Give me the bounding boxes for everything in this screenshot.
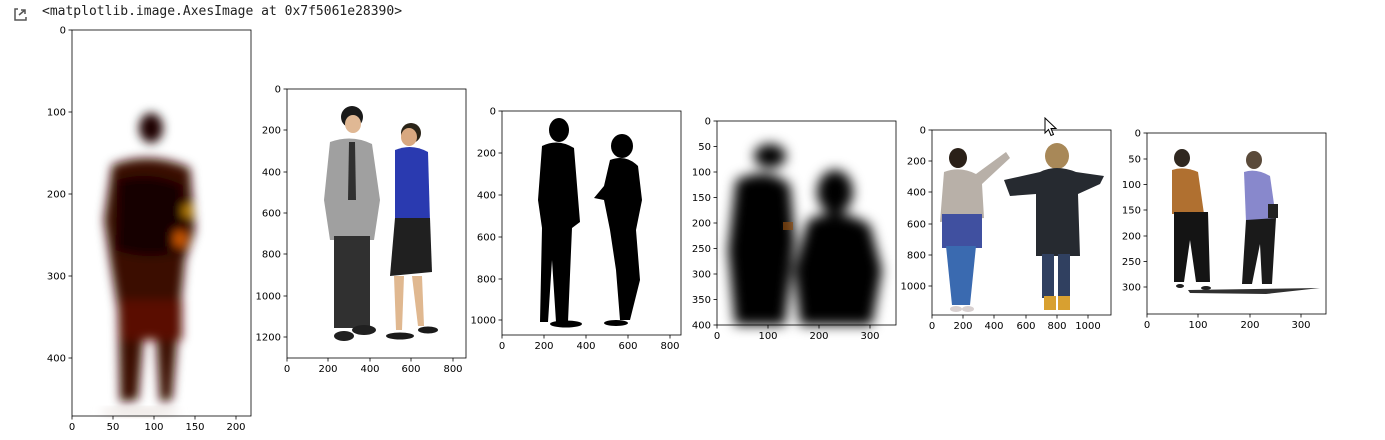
- plot-1-ytick: 100: [47, 108, 66, 119]
- plot-5-image: [932, 130, 1111, 315]
- plot-2-ytick: 1000: [256, 292, 281, 303]
- plot-6-yticks: 0 50 100 150 200 250 300: [1122, 129, 1147, 294]
- plot-2-image: [287, 89, 466, 358]
- plot-2-xticks: 0 200 400 600 800: [284, 358, 463, 375]
- plot-3-ytick: 800: [477, 275, 496, 286]
- plot-5-xtick: 200: [953, 321, 972, 332]
- plot-1-ytick: 0: [60, 26, 66, 37]
- plot-3-xtick: 800: [660, 341, 679, 352]
- plot-1-yticks: 0 100 200 300 400: [47, 26, 72, 365]
- plot-2-ytick: 1200: [256, 333, 281, 344]
- plot-3-ytick: 600: [477, 233, 496, 244]
- plot-6-ytick: 250: [1122, 257, 1141, 268]
- plot-1-xtick: 200: [226, 422, 245, 433]
- plot-2-ytick: 400: [262, 168, 281, 179]
- plot-1-xtick: 50: [107, 422, 120, 433]
- plot-4-ytick: 250: [692, 244, 711, 255]
- plot-6-xtick: 0: [1144, 320, 1150, 331]
- plot-6-ytick: 0: [1135, 129, 1141, 140]
- plot-5-yticks: 0 200 400 600 800 1000: [901, 126, 932, 293]
- plot-4-ytick: 300: [692, 270, 711, 281]
- plot-4-ytick: 200: [692, 219, 711, 230]
- plot-6-xtick: 300: [1291, 320, 1310, 331]
- plot-1-xticks: 0 50 100 150 200: [69, 416, 246, 433]
- plot-4-xtick: 100: [758, 331, 777, 342]
- plot-5-xtick: 600: [1016, 321, 1035, 332]
- plot-6-ytick: 300: [1122, 283, 1141, 294]
- plot-6-image: [1147, 133, 1326, 314]
- plot-5-ytick: 200: [907, 157, 926, 168]
- plot-3-xtick: 400: [576, 341, 595, 352]
- plot-6-xtick: 100: [1188, 320, 1207, 331]
- plot-3-image: [502, 111, 681, 335]
- plot-2-ytick: 200: [262, 126, 281, 137]
- plot-2-ytick: 800: [262, 250, 281, 261]
- plot-5-xticks: 0 200 400 600 800 1000: [929, 315, 1101, 332]
- plot-5-xtick: 800: [1047, 321, 1066, 332]
- plot-4-xtick: 0: [714, 331, 720, 342]
- plot-2-xtick: 800: [443, 364, 462, 375]
- plot-5-xtick: 1000: [1075, 321, 1100, 332]
- plot-4-ytick: 350: [692, 295, 711, 306]
- plot-4-xtick: 300: [860, 331, 879, 342]
- plot-3-xtick: 0: [499, 341, 505, 352]
- plot-4-ytick: 150: [692, 193, 711, 204]
- plot-3-xticks: 0 200 400 600 800: [499, 335, 680, 352]
- plot-3-ytick: 200: [477, 149, 496, 160]
- plot-1-xtick: 0: [69, 422, 75, 433]
- plot-2-xtick: 600: [401, 364, 420, 375]
- plot-3-xtick: 600: [618, 341, 637, 352]
- plot-4-ytick: 100: [692, 168, 711, 179]
- plot-2-yticks: 0 200 400 600 800 1000 1200: [256, 85, 287, 344]
- plot-3-yticks: 0 200 400 600 800 1000: [471, 107, 502, 327]
- plot-4-xticks: 0 100 200 300: [714, 325, 880, 342]
- plot-4-ytick: 0: [705, 117, 711, 128]
- plot-1-xtick: 150: [185, 422, 204, 433]
- plot-4-yticks: 0 50 100 150 200 250 300 350 400: [692, 117, 717, 332]
- output-repr-text: <matplotlib.image.AxesImage at 0x7f5061e…: [42, 4, 403, 19]
- plot-5-xtick: 400: [984, 321, 1003, 332]
- plot-5-ytick: 600: [907, 220, 926, 231]
- plot-2-ytick: 600: [262, 209, 281, 220]
- plot-5-ytick: 400: [907, 188, 926, 199]
- plot-5-ytick: 0: [920, 126, 926, 137]
- plot-1-ytick: 300: [47, 272, 66, 283]
- output-arrow-icon[interactable]: [12, 6, 28, 22]
- plot-5-xtick: 0: [929, 321, 935, 332]
- plot-6-ytick: 100: [1122, 180, 1141, 191]
- mouse-pointer-icon: [1044, 117, 1058, 137]
- plot-2-xtick: 400: [360, 364, 379, 375]
- plot-6-ytick: 50: [1128, 155, 1141, 166]
- plot-2-xtick: 200: [318, 364, 337, 375]
- plot-5-ytick: 1000: [901, 282, 926, 293]
- plot-2-xtick: 0: [284, 364, 290, 375]
- plot-6-xtick: 200: [1240, 320, 1259, 331]
- plot-4-image: [717, 121, 896, 325]
- plot-1-ytick: 200: [47, 190, 66, 201]
- plot-6-ytick: 200: [1122, 232, 1141, 243]
- plot-2-ytick: 0: [275, 85, 281, 96]
- plot-3-ytick: 1000: [471, 316, 496, 327]
- plot-6-ytick: 150: [1122, 206, 1141, 217]
- plot-3-ytick: 400: [477, 191, 496, 202]
- plot-1-image: [72, 30, 251, 416]
- plot-3-ytick: 0: [490, 107, 496, 118]
- plot-6-xticks: 0 100 200 300: [1144, 314, 1311, 331]
- plot-4-ytick: 400: [692, 321, 711, 332]
- plot-4-xtick: 200: [809, 331, 828, 342]
- plot-1-xtick: 100: [144, 422, 163, 433]
- plot-3-xtick: 200: [534, 341, 553, 352]
- plot-1-ytick: 400: [47, 354, 66, 365]
- plot-4-ytick: 50: [698, 142, 711, 153]
- plot-5-ytick: 800: [907, 251, 926, 262]
